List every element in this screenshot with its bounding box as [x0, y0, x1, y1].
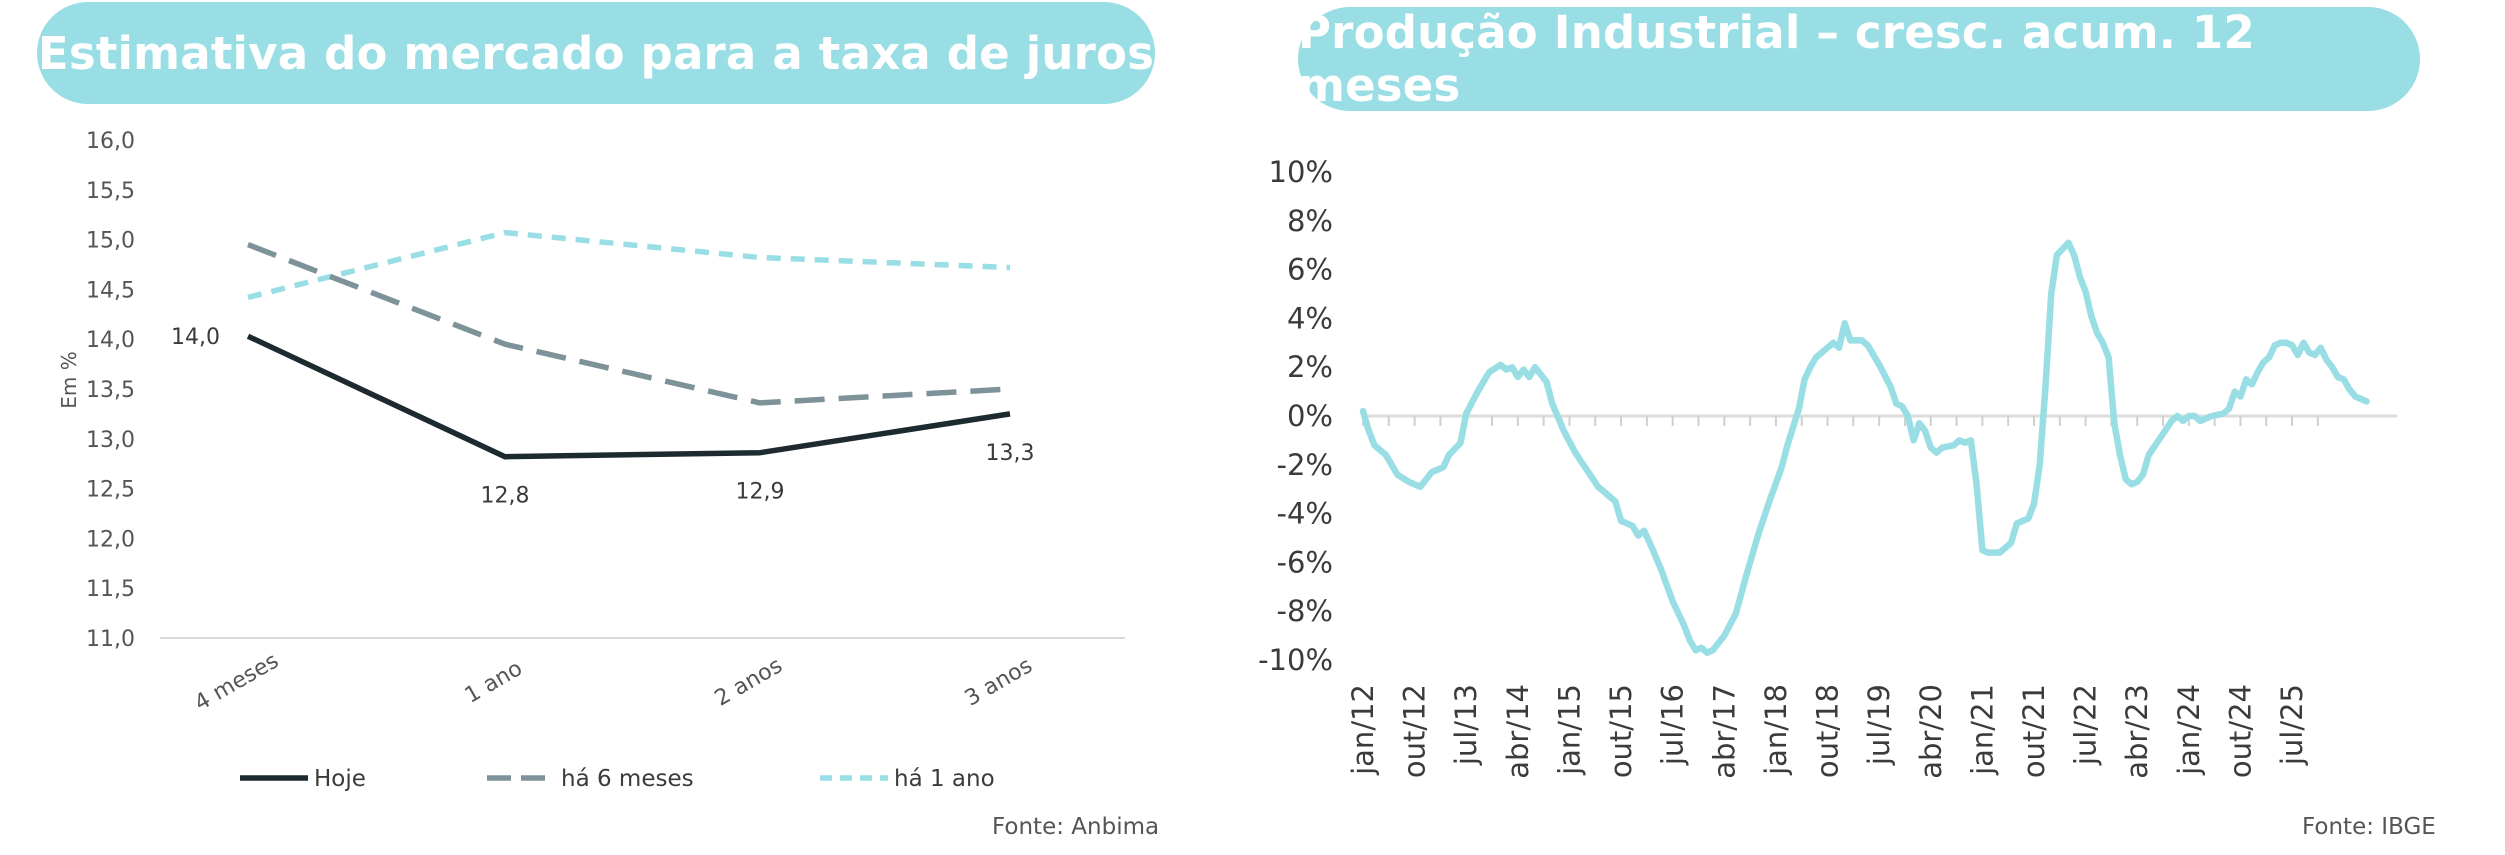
legend-label: há 6 meses — [561, 766, 694, 792]
source-anbima: Fonte: Anbima — [992, 814, 1160, 840]
interest-rate-chart: 16,0 15,5 15,0 14,5 14,0 13,5 13,0 12,5 12,0 11,5… — [57, 129, 1125, 792]
y-axis-label: Em % — [57, 351, 81, 408]
legend-label: Hoje — [314, 766, 366, 792]
x-tick-label: jan/18 — [1759, 684, 1793, 776]
y-tick-label: 8% — [1287, 204, 1333, 238]
x-tick-label: jul/25 — [2275, 684, 2309, 766]
legend-label: há 1 ano — [894, 766, 995, 792]
y-tick-label: 12,0 — [86, 527, 135, 552]
x-tick-label: abr/14 — [1501, 684, 1535, 779]
x-tick-label: abr/23 — [2120, 684, 2154, 779]
x-tick-label: out/12 — [1398, 684, 1432, 778]
y-tick-label: 2% — [1287, 350, 1333, 384]
x-tick-label: jan/12 — [1346, 684, 1380, 776]
y-tick-label: 14,5 — [86, 278, 135, 303]
left-chart-title: Estimativa do mercado para a taxa de jur… — [37, 2, 1155, 104]
x-tick-label: jul/16 — [1656, 684, 1690, 766]
x-tick-label: abr/17 — [1707, 684, 1741, 779]
x-tick-label: jul/13 — [1449, 684, 1483, 766]
x-tick-label: jan/15 — [1552, 684, 1586, 776]
x-tick-label: out/18 — [1811, 684, 1845, 778]
data-label: 13,3 — [986, 441, 1035, 466]
y-tick-label: 16,0 — [86, 129, 135, 154]
x-tick-label: jul/22 — [2069, 684, 2103, 766]
series-line-há-1-ano — [247, 229, 1011, 301]
x-tick-label: abr/20 — [1914, 684, 1948, 779]
y-tick-label: -6% — [1277, 545, 1333, 579]
y-tick-label: 13,0 — [86, 428, 135, 453]
series-line-hoje — [246, 333, 1011, 460]
y-tick-label: 11,0 — [86, 627, 135, 652]
y-tick-label: 0% — [1287, 399, 1333, 433]
y-tick-label: 14,0 — [86, 328, 135, 353]
x-tick-label: jan/24 — [2172, 684, 2206, 776]
y-tick-label: 15,0 — [86, 229, 135, 254]
y-tick-label: -4% — [1277, 497, 1333, 531]
y-tick-label: 11,5 — [86, 577, 135, 602]
y-tick-label: -2% — [1277, 448, 1333, 482]
x-tick-label: out/15 — [1604, 684, 1638, 778]
data-label: 14,0 — [171, 325, 220, 350]
source-ibge: Fonte: IBGE — [2302, 814, 2436, 840]
y-tick-label: 12,5 — [86, 478, 135, 503]
series-line-há-6-meses — [247, 242, 1011, 406]
data-label: 12,9 — [736, 480, 785, 505]
x-tick-label: jan/21 — [1965, 684, 1999, 776]
y-tick-label: -8% — [1277, 594, 1333, 628]
x-tick-label: jul/19 — [1862, 684, 1896, 766]
y-tick-label: 4% — [1287, 301, 1333, 335]
x-tick-label: out/24 — [2223, 684, 2257, 778]
y-tick-label: 15,5 — [86, 179, 135, 204]
y-tick-label: -10% — [1258, 643, 1333, 677]
y-tick-label: 6% — [1287, 253, 1333, 287]
x-tick-label: out/21 — [2017, 684, 2051, 778]
right-chart-title: Produção Industrial – cresc. acum. 12 me… — [1298, 6, 2420, 112]
y-tick-label: 10% — [1269, 155, 1333, 189]
series-line-producao-industrial — [1359, 239, 2370, 656]
y-tick-label: 13,5 — [86, 378, 135, 403]
data-label: 12,8 — [481, 484, 530, 509]
industrial-production-chart: 10% 8% 6% 4% 2% 0% -2% -4% -6% -8% -10% jan/12 out/… — [1258, 155, 2397, 779]
